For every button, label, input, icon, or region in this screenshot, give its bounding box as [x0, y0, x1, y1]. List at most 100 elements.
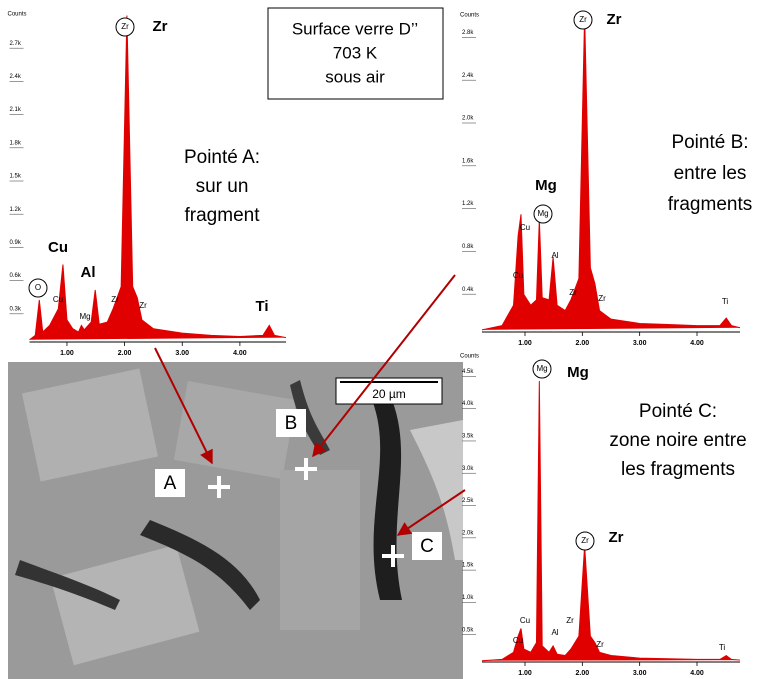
- peak-label: Zr: [139, 301, 147, 310]
- peak-label: Zr: [566, 616, 574, 625]
- peak-label: Zr: [581, 536, 589, 545]
- peak-label: Cu: [53, 295, 63, 304]
- scale-bar-label: 20 µm: [372, 387, 406, 401]
- y-tick-label: 2.4k: [462, 73, 474, 79]
- annotation: les fragments: [621, 459, 735, 480]
- peak-label: Mg: [567, 364, 589, 381]
- y-tick-label: 4.0k: [462, 401, 474, 407]
- y-tick-label: 0.5k: [462, 627, 474, 633]
- y-tick-label: 0.4k: [462, 287, 474, 293]
- x-tick-label: 2.00: [576, 340, 590, 347]
- peak-label: Al: [551, 628, 558, 637]
- x-tick-label: 4.00: [233, 350, 247, 357]
- x-tick-label: 3.00: [633, 340, 647, 347]
- y-tick-label: 1.2k: [10, 207, 22, 213]
- title-line: Surface verre D’’: [292, 19, 418, 38]
- point-label: B: [285, 413, 298, 434]
- spectrum: [481, 381, 741, 662]
- peak-label: Zr: [598, 294, 606, 303]
- title-line: sous air: [325, 67, 385, 86]
- sem-image: 20 µm A B C: [8, 362, 463, 679]
- y-tick-label: 2.1k: [10, 107, 22, 113]
- annotation: fragment: [185, 205, 261, 226]
- peak-label: Zr: [607, 11, 622, 28]
- peak-label: Al: [551, 251, 558, 260]
- y-tick-label: 0.8k: [462, 244, 474, 250]
- y-tick-label: 1.6k: [462, 158, 474, 164]
- point-label: A: [164, 473, 177, 494]
- peak-label: Zr: [153, 18, 168, 35]
- annotation: Pointé B:: [671, 132, 748, 153]
- y-tick-label: 3.5k: [462, 434, 474, 440]
- annotation: sur un: [196, 176, 249, 197]
- x-tick-label: 4.00: [690, 670, 704, 677]
- peak-label: Ti: [722, 297, 729, 306]
- x-tick-label: 1.00: [518, 670, 532, 677]
- y-tick-label: 1.5k: [10, 174, 22, 180]
- peak-label: Cu: [520, 223, 530, 232]
- peak-label: Mg: [536, 364, 547, 373]
- peak-label-circle: [533, 204, 553, 224]
- peak-label: Al: [81, 264, 96, 281]
- peak-label: Mg: [79, 312, 90, 321]
- y-tick-label: 2.0k: [462, 116, 474, 122]
- peak-label: Zr: [569, 288, 577, 297]
- peak-label-circle: [28, 278, 48, 298]
- title-line: 703 K: [333, 43, 378, 62]
- peak-label: Zr: [579, 15, 587, 24]
- y-tick-label: 2.0k: [462, 530, 474, 536]
- peak-label-circle: [573, 10, 593, 30]
- y-tick-label: 1.8k: [10, 140, 22, 146]
- x-tick-label: 2.00: [118, 350, 132, 357]
- y-tick-label: 0.3k: [10, 306, 22, 312]
- peak-label: Cu: [48, 239, 68, 256]
- y-axis-label: Counts: [460, 13, 479, 19]
- peak-label: Mg: [537, 209, 548, 218]
- annotation: entre les: [674, 163, 747, 184]
- spectrum: [29, 15, 287, 341]
- x-tick-label: 4.00: [690, 340, 704, 347]
- peak-label: Ti: [255, 298, 268, 315]
- y-tick-label: 3.0k: [462, 466, 474, 472]
- y-tick-label: 2.7k: [10, 41, 22, 47]
- annotation: Pointé C:: [639, 401, 717, 422]
- peak-label: Mg: [535, 177, 557, 194]
- annotation: Pointé A:: [184, 147, 260, 168]
- arrows: [154, 274, 466, 536]
- peak-label: Zr: [596, 640, 604, 649]
- annotation: fragments: [668, 194, 752, 215]
- x-tick-label: 2.00: [576, 670, 590, 677]
- y-tick-label: 1.0k: [462, 595, 474, 601]
- peak-label: O: [35, 283, 41, 292]
- spectrum: [481, 15, 741, 331]
- peak-label-circle: [575, 531, 595, 551]
- y-tick-label: 0.9k: [10, 240, 22, 246]
- y-axis-label: Counts: [8, 12, 27, 18]
- peak-label-circle: [115, 17, 135, 37]
- x-tick-label: 3.00: [175, 350, 189, 357]
- peak-label: Zr: [121, 22, 129, 31]
- y-tick-label: 2.4k: [10, 74, 22, 80]
- title-box: [267, 7, 444, 100]
- y-tick-label: 4.5k: [462, 369, 474, 375]
- peak-label: Ti: [719, 643, 726, 652]
- y-tick-label: 2.8k: [462, 30, 474, 36]
- peak-label-circle: [532, 359, 552, 379]
- x-tick-label: 1.00: [518, 340, 532, 347]
- y-tick-label: 0.6k: [10, 273, 22, 279]
- y-axis-label: Counts: [460, 354, 479, 360]
- peak-label: Cu: [520, 616, 530, 625]
- point-label: C: [420, 536, 434, 557]
- peak-label: Cu: [513, 271, 523, 280]
- y-tick-label: 2.5k: [462, 498, 474, 504]
- annotation: zone noire entre: [609, 430, 746, 451]
- y-tick-label: 1.2k: [462, 201, 474, 207]
- x-tick-label: 3.00: [633, 670, 647, 677]
- peak-label: Zr: [609, 529, 624, 546]
- y-tick-label: 1.5k: [462, 563, 474, 569]
- x-tick-label: 1.00: [60, 350, 74, 357]
- peak-label: Zr: [111, 295, 119, 304]
- peak-label: Cu: [513, 636, 523, 645]
